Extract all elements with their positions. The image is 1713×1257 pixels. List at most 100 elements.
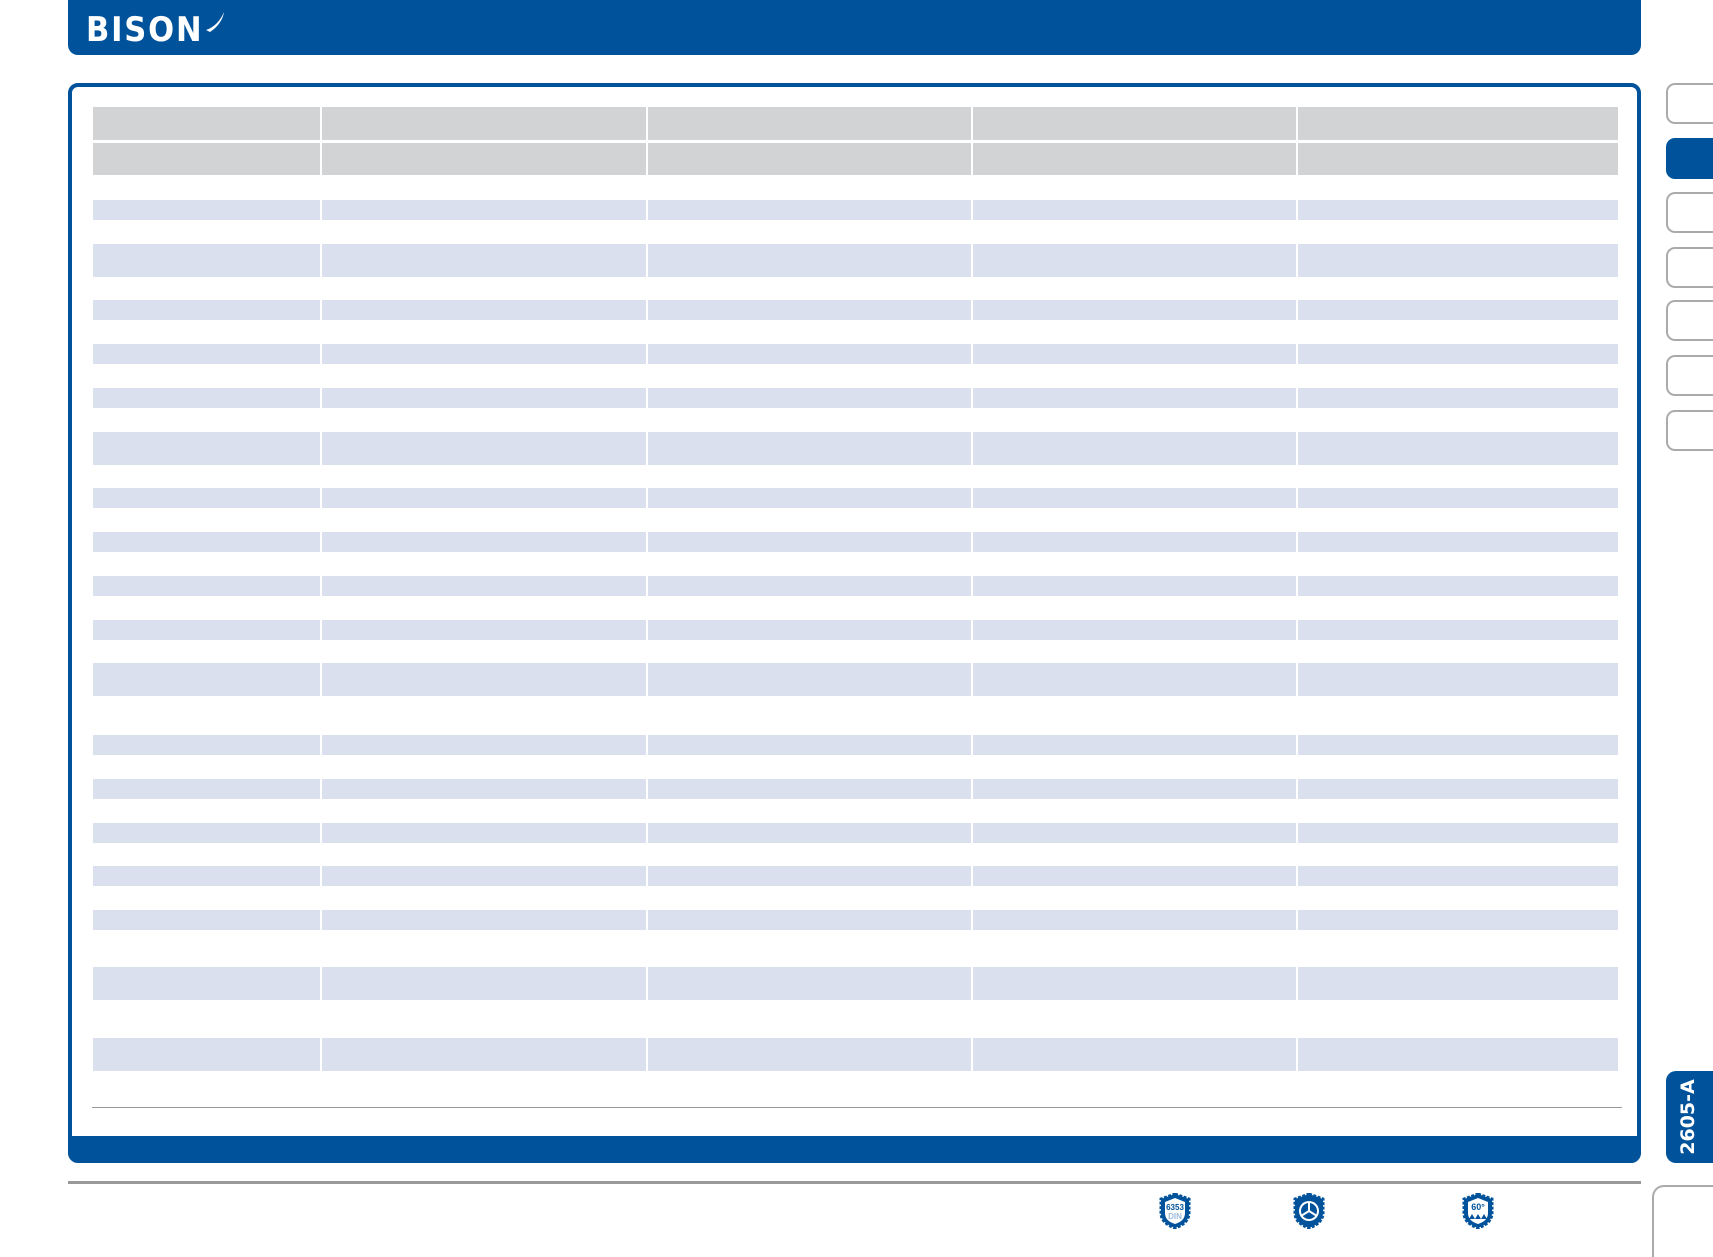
body-cell xyxy=(93,823,320,843)
body-cell xyxy=(648,200,971,220)
side-tab-2[interactable] xyxy=(1666,138,1713,179)
body-cell xyxy=(648,735,971,755)
body-cell xyxy=(93,866,320,886)
body-cell xyxy=(973,200,1296,220)
body-cell xyxy=(93,200,320,220)
body-cell xyxy=(1298,200,1618,220)
body-cell xyxy=(93,532,320,552)
body-cell xyxy=(93,735,320,755)
body-cell xyxy=(93,620,320,640)
body-cell xyxy=(648,388,971,408)
body-cell xyxy=(1298,244,1618,277)
body-cell xyxy=(1298,620,1618,640)
body-cell xyxy=(973,967,1296,1000)
body-cell xyxy=(93,488,320,508)
body-cell xyxy=(1298,488,1618,508)
body-cell xyxy=(322,300,646,320)
header-cell xyxy=(1298,107,1618,140)
body-cell xyxy=(973,620,1296,640)
body-cell xyxy=(648,244,971,277)
body-cell xyxy=(648,1038,971,1071)
body-cell xyxy=(1298,823,1618,843)
body-cell xyxy=(322,344,646,364)
body-cell xyxy=(1298,779,1618,799)
body-cell xyxy=(1298,866,1618,886)
body-cell xyxy=(322,620,646,640)
side-tab-3[interactable] xyxy=(1666,192,1713,233)
body-cell xyxy=(648,967,971,1000)
body-cell xyxy=(93,967,320,1000)
body-cell xyxy=(648,620,971,640)
body-cell xyxy=(1298,344,1618,364)
body-cell xyxy=(648,344,971,364)
din-6353-badge-icon: 6353 DIN xyxy=(1159,1193,1191,1229)
body-cell xyxy=(93,1038,320,1071)
body-cell xyxy=(322,576,646,596)
side-tab-6[interactable] xyxy=(1666,355,1713,396)
body-cell xyxy=(322,663,646,696)
body-cell xyxy=(1298,663,1618,696)
body-cell xyxy=(648,779,971,799)
body-cell xyxy=(322,779,646,799)
body-cell xyxy=(973,488,1296,508)
body-cell xyxy=(1298,1038,1618,1071)
body-cell xyxy=(1298,388,1618,408)
body-cell xyxy=(1298,576,1618,596)
body-cell xyxy=(322,910,646,930)
body-cell xyxy=(648,576,971,596)
body-cell xyxy=(648,866,971,886)
horn-icon xyxy=(206,12,224,32)
body-cell xyxy=(322,735,646,755)
body-cell xyxy=(973,300,1296,320)
body-cell xyxy=(973,532,1296,552)
svg-text:6353: 6353 xyxy=(1166,1203,1184,1212)
body-cell xyxy=(322,488,646,508)
page-code-tab[interactable]: 2605-A xyxy=(1666,1071,1713,1163)
body-cell xyxy=(973,1038,1296,1071)
body-cell xyxy=(648,488,971,508)
body-cell xyxy=(648,823,971,843)
body-cell xyxy=(648,532,971,552)
body-cell xyxy=(322,532,646,552)
corner-tab[interactable] xyxy=(1652,1185,1713,1257)
body-cell xyxy=(93,432,320,465)
body-cell xyxy=(322,432,646,465)
body-cell xyxy=(973,432,1296,465)
side-tab-1[interactable] xyxy=(1666,83,1713,124)
body-cell xyxy=(93,300,320,320)
body-cell xyxy=(973,910,1296,930)
body-cell xyxy=(973,823,1296,843)
body-cell xyxy=(93,576,320,596)
body-cell xyxy=(973,779,1296,799)
header-cell xyxy=(648,107,971,140)
body-cell xyxy=(322,200,646,220)
body-cell xyxy=(648,432,971,465)
svg-text:DIN: DIN xyxy=(1168,1212,1182,1221)
body-cell xyxy=(1298,910,1618,930)
body-cell xyxy=(973,866,1296,886)
header-cell xyxy=(973,107,1296,140)
svg-text:60°: 60° xyxy=(1471,1202,1485,1212)
body-cell xyxy=(322,823,646,843)
bison-logo: BISON xyxy=(86,10,224,50)
body-cell xyxy=(1298,532,1618,552)
side-tab-4[interactable] xyxy=(1666,247,1713,288)
body-cell xyxy=(648,663,971,696)
header-cell xyxy=(322,143,646,175)
side-tab-5[interactable] xyxy=(1666,300,1713,341)
body-cell xyxy=(973,735,1296,755)
header-cell xyxy=(973,143,1296,175)
body-cell xyxy=(648,300,971,320)
body-cell xyxy=(1298,432,1618,465)
chuck-jaw-badge-icon xyxy=(1293,1193,1325,1229)
body-cell xyxy=(322,1038,646,1071)
frame-footer-bar xyxy=(68,1136,1641,1162)
side-tab-7[interactable] xyxy=(1666,410,1713,451)
body-cell xyxy=(648,910,971,930)
header-bar: BISON xyxy=(68,0,1641,55)
body-cell xyxy=(973,576,1296,596)
table-bottom-rule xyxy=(92,1107,1622,1108)
body-cell xyxy=(322,866,646,886)
header-cell xyxy=(322,107,646,140)
body-cell xyxy=(973,344,1296,364)
